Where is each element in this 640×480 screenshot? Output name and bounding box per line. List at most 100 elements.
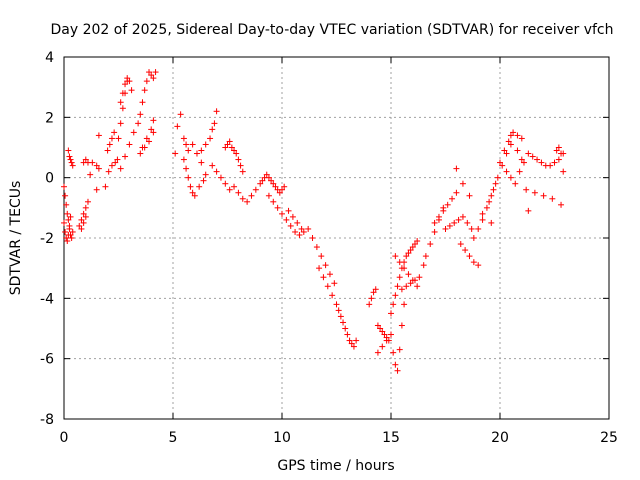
data-point [503,168,510,175]
data-point [63,201,70,208]
y-tick-label: -2 [40,231,54,247]
data-point [538,159,545,166]
data-point [111,129,118,136]
data-point [122,81,129,88]
data-point [196,183,203,190]
data-point [180,135,187,142]
data-point [457,241,464,248]
data-point [78,225,85,232]
data-point [313,244,320,251]
data-point [298,225,305,232]
data-point [64,238,71,245]
data-point [84,198,91,205]
data-point [231,147,238,154]
x-tick-label: 20 [491,430,509,446]
data-point [126,78,133,85]
data-point [279,186,285,193]
data-point [69,162,76,169]
data-point [172,150,179,157]
data-point [392,292,399,299]
data-point [337,313,344,320]
data-point [87,171,94,178]
data-point [237,162,244,169]
data-point [520,159,527,166]
data-point [494,174,501,181]
data-point [93,186,100,193]
data-point [379,343,386,350]
data-point [329,292,336,299]
data-point [65,216,72,223]
data-point [551,159,558,166]
data-point [350,343,357,350]
data-point [407,280,414,287]
data-point [82,204,89,211]
data-point [244,198,251,205]
data-point [108,135,115,142]
axis-ticks: 0 5 10 15 20 25 -8 -6 -4 -2 0 2 4 [40,50,618,446]
data-point [459,180,466,187]
data-point [368,295,375,302]
data-point [507,132,514,139]
data-point [122,153,129,160]
x-tick-label: 15 [382,430,400,446]
data-point [534,156,541,163]
data-point [117,120,124,127]
data-point [518,135,525,142]
data-point [431,219,438,226]
data-point [451,219,458,226]
x-tick-label: 25 [600,430,618,446]
data-point [414,238,421,245]
data-point [396,259,403,266]
data-point [523,186,530,193]
data-point [427,241,434,248]
data-point [483,204,490,211]
data-point [549,195,556,202]
data-point [174,123,181,130]
data-point [435,213,442,220]
data-point [180,156,187,163]
data-point [150,75,157,82]
data-point [268,177,275,184]
data-point [233,150,240,157]
data-point [346,337,353,344]
data-point [226,186,233,193]
data-point [318,253,325,260]
data-point [547,162,554,169]
data-point [514,132,521,139]
data-point [67,213,74,220]
data-point [281,183,288,190]
data-point [394,283,401,290]
data-point [193,150,200,157]
data-point [61,183,67,190]
data-point [115,135,122,142]
data-point [257,180,264,187]
data-point [525,207,532,214]
data-point [396,346,403,353]
data-point [331,280,338,287]
data-point [146,69,153,76]
data-point [102,183,109,190]
data-point [265,174,272,181]
data-point [396,274,403,281]
data-point [440,207,447,214]
data-point [490,186,497,193]
data-point [135,120,142,127]
data-point [183,141,190,148]
data-point [124,75,131,82]
data-point [294,219,301,226]
data-point [514,147,521,154]
data-point [146,138,153,145]
data-point [416,274,423,281]
data-point [80,219,87,226]
data-point [459,213,466,220]
data-point [388,331,394,338]
data-point [270,180,277,187]
data-point [66,222,73,229]
data-point [289,213,296,220]
data-point [407,247,414,254]
data-point [507,174,514,181]
data-point [392,253,399,260]
data-point [411,241,418,248]
data-point [394,367,401,374]
